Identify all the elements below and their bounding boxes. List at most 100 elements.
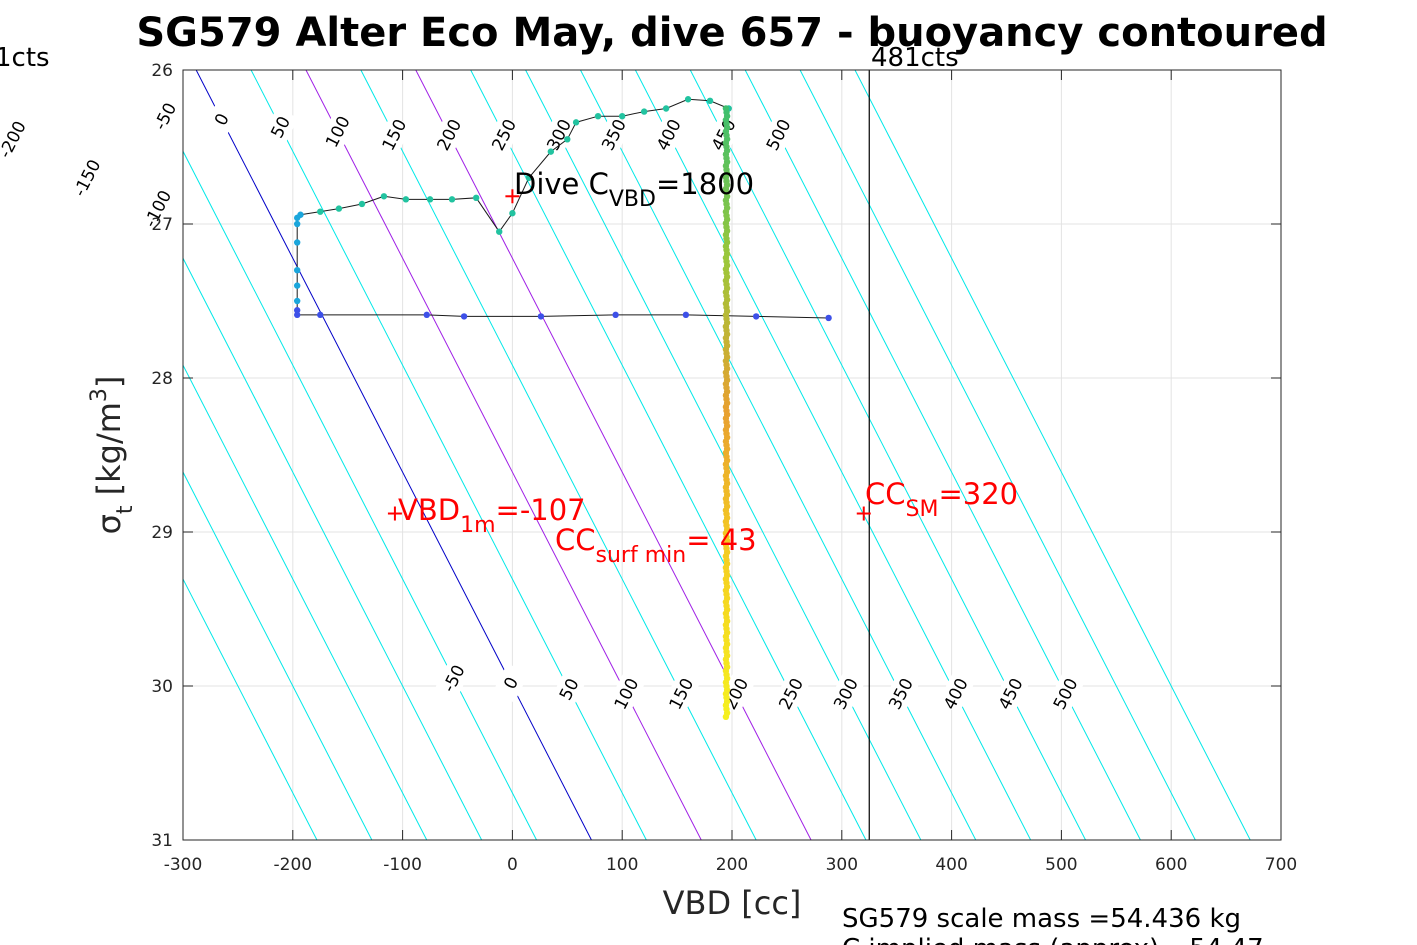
trace-point bbox=[358, 200, 366, 208]
x-tick-label: -200 bbox=[274, 855, 313, 875]
contour-line-400 bbox=[634, 70, 1032, 840]
y-tick-label: 27 bbox=[151, 215, 173, 235]
ccsurf-annotation: CCsurf min= 43 bbox=[555, 523, 757, 568]
contour-line-150 bbox=[360, 70, 757, 840]
y-tick-label: 28 bbox=[151, 369, 173, 389]
contour-line-550 bbox=[799, 70, 1196, 840]
contour-line--200 bbox=[183, 471, 373, 840]
contour-line--100 bbox=[183, 257, 483, 840]
x-axis-label: VBD [cc] bbox=[663, 884, 802, 922]
trace-point bbox=[460, 313, 468, 320]
trace-point bbox=[537, 313, 545, 320]
contour-label-bg bbox=[1047, 673, 1084, 714]
contour-line-500 bbox=[744, 70, 1141, 840]
trace-point bbox=[682, 311, 690, 319]
contour-line-450 bbox=[689, 70, 1087, 840]
dive-cvbd-annotation: Dive CVBD=1800 bbox=[514, 167, 754, 212]
y-axis-label-main: σ bbox=[90, 514, 128, 534]
trace-point bbox=[317, 311, 324, 319]
contour-label-bg bbox=[992, 673, 1029, 714]
trace-point bbox=[293, 297, 301, 305]
y-tick-label: 30 bbox=[151, 677, 173, 697]
contour-line-250 bbox=[470, 70, 867, 840]
trace-point bbox=[509, 210, 516, 217]
y-axis-label-sup: 3 bbox=[87, 388, 112, 402]
y-axis-label-close: ] bbox=[90, 376, 128, 388]
y-axis-label-sub: t bbox=[113, 505, 138, 514]
contour-line--250 bbox=[183, 577, 318, 840]
contour-line-100 bbox=[305, 70, 702, 840]
climb-dot bbox=[722, 713, 730, 720]
x-tick-label: -300 bbox=[164, 855, 203, 875]
contour-label-bg bbox=[827, 673, 864, 714]
contour-label-bg bbox=[663, 673, 700, 714]
x-tick-label: 100 bbox=[606, 855, 638, 875]
contour-line-0 bbox=[195, 70, 592, 840]
contour-line-600 bbox=[854, 70, 1251, 840]
implied-mass-note: C implied mass (approx) =54.47 bbox=[842, 934, 1264, 945]
contour-label-bg bbox=[435, 658, 472, 699]
x-tick-label: 300 bbox=[826, 855, 858, 875]
trace-point bbox=[317, 208, 324, 215]
trace-point bbox=[293, 267, 301, 274]
contour-line-350 bbox=[580, 70, 977, 840]
trace-point bbox=[293, 220, 301, 228]
red-markers bbox=[387, 189, 871, 521]
trace-point bbox=[335, 205, 343, 212]
contour-label-bg bbox=[485, 114, 522, 155]
trace-point bbox=[293, 307, 301, 314]
contour-line-300 bbox=[525, 70, 922, 840]
contour-label-bg bbox=[937, 673, 974, 714]
x-tick-label: 500 bbox=[1045, 855, 1077, 875]
y-axis-label: σt [kg/m3] bbox=[87, 376, 138, 535]
buoyancy-contours bbox=[183, 70, 1251, 840]
trace-point bbox=[426, 196, 434, 203]
trace-point bbox=[448, 196, 456, 203]
y-tick-label: 29 bbox=[151, 523, 173, 543]
trace-point bbox=[594, 113, 602, 120]
contour-label-bg bbox=[540, 114, 577, 155]
contour-label-bg bbox=[376, 114, 413, 155]
right-cts-label: 481cts bbox=[871, 43, 959, 73]
trace-point bbox=[525, 174, 533, 181]
vbd1m-annotation: VBD1m=-107 bbox=[398, 493, 586, 538]
trace-point bbox=[293, 282, 301, 289]
contour-label-bg bbox=[147, 96, 183, 136]
trace-point bbox=[293, 311, 301, 319]
x-tick-label: 700 bbox=[1265, 855, 1297, 875]
ccsm-annotation: CCSM=320 bbox=[865, 477, 1018, 522]
x-tick-label: -100 bbox=[383, 855, 422, 875]
trace-point bbox=[547, 148, 555, 155]
contour-label-bg bbox=[430, 114, 467, 155]
contour-label-bg bbox=[68, 158, 105, 198]
axis-ticks: -300 -200 -100 0 100 200 300 400 500 600 700 26 27 28… bbox=[151, 61, 1297, 875]
trace-point bbox=[293, 214, 301, 222]
contour-line-200 bbox=[415, 70, 812, 840]
contour-label: -200 bbox=[0, 118, 31, 161]
contour-label-bg bbox=[139, 188, 176, 229]
contour-label-bg bbox=[492, 663, 529, 703]
trace-point bbox=[472, 194, 480, 202]
trace-point bbox=[564, 136, 571, 143]
scale-mass-note: SG579 scale mass =54.436 kg bbox=[842, 904, 1241, 934]
chart-title: SG579 Alter Eco May, dive 657 - buoyancy… bbox=[136, 10, 1327, 56]
trace-point bbox=[572, 119, 580, 126]
trace-point bbox=[496, 228, 503, 235]
contour-label-bg bbox=[203, 99, 240, 139]
contour-line-50 bbox=[250, 70, 647, 840]
y-tick-label: 31 bbox=[151, 831, 173, 851]
x-tick-label: 200 bbox=[716, 855, 748, 875]
left-cts-label: 1cts bbox=[0, 43, 50, 73]
trace-point bbox=[684, 96, 692, 103]
contour-label-bg bbox=[772, 673, 809, 714]
contour-line--150 bbox=[183, 364, 428, 840]
contour-label-bg bbox=[882, 673, 919, 714]
trace-point bbox=[423, 311, 430, 319]
y-tick-label: 26 bbox=[151, 61, 173, 81]
contour-label-bg bbox=[0, 119, 31, 160]
y-axis-label-unit: [kg/m bbox=[90, 402, 128, 505]
contour-label-bg bbox=[550, 669, 587, 709]
x-tick-label: 600 bbox=[1155, 855, 1187, 875]
trace-line bbox=[296, 98, 829, 319]
